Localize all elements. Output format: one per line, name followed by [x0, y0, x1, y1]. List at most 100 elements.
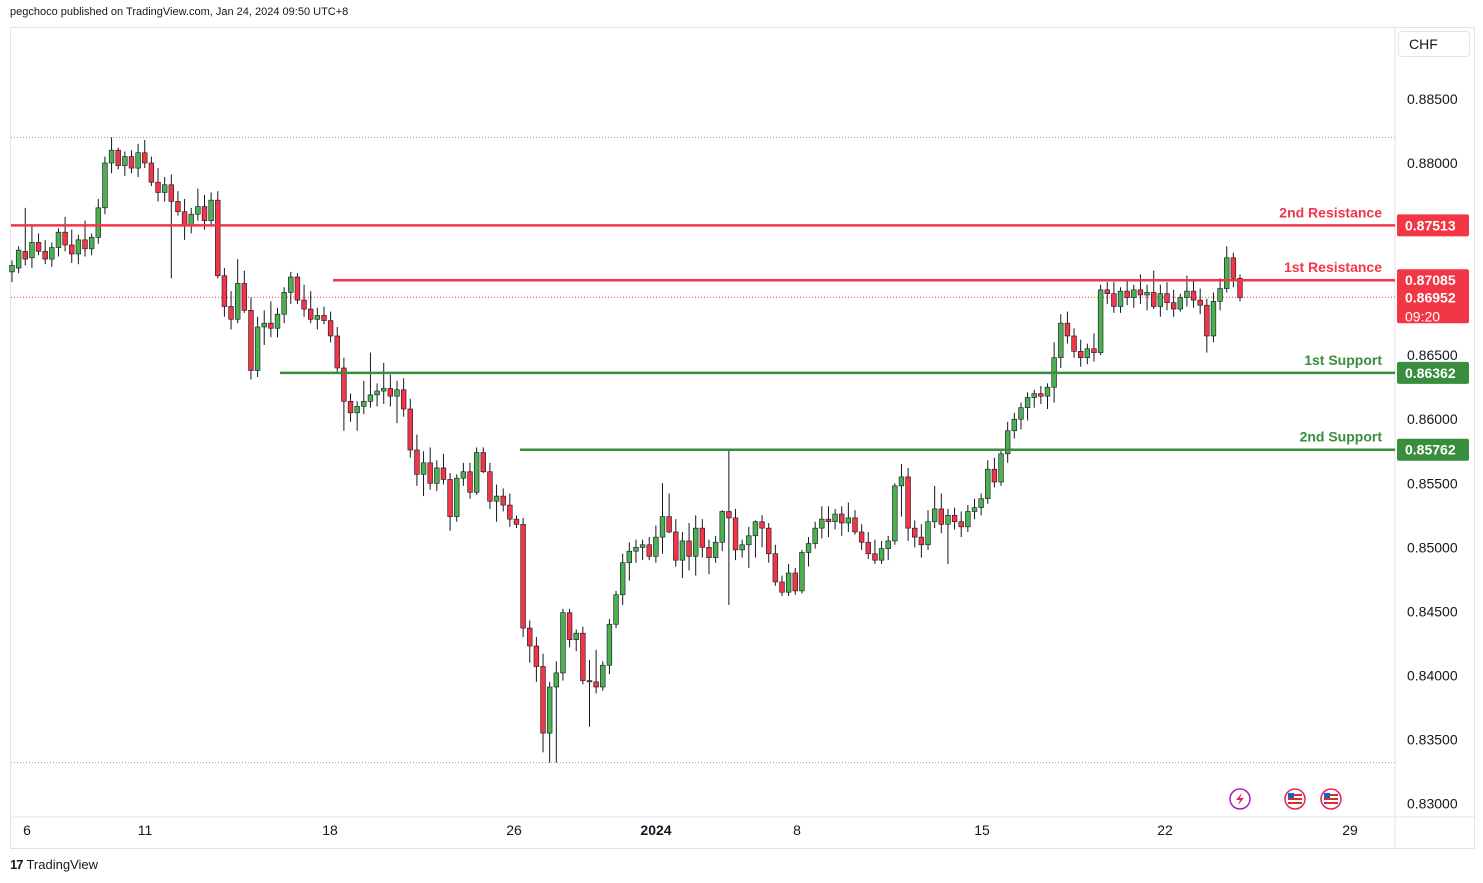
level-value: 0.87513	[1405, 217, 1456, 233]
candle	[493, 484, 500, 522]
lightning-event-icon[interactable]	[1229, 788, 1251, 810]
y-tick-label: 0.88000	[1407, 155, 1458, 171]
y-tick-label: 0.83500	[1407, 732, 1458, 748]
candle	[1011, 412, 1018, 439]
level-1st-resistance[interactable]: 1st Resistance 0.87085	[333, 259, 1469, 292]
candle	[467, 462, 473, 499]
candle	[639, 539, 646, 561]
level-2nd-resistance[interactable]: 2nd Resistance 0.87513	[11, 204, 1469, 237]
candle	[414, 434, 420, 486]
candle	[241, 270, 248, 313]
candle	[1064, 311, 1071, 344]
x-tick-label: 29	[1342, 822, 1358, 838]
candle	[659, 483, 666, 554]
candle	[248, 297, 254, 380]
candle	[1177, 293, 1183, 312]
candle	[785, 564, 792, 597]
candle	[334, 326, 340, 374]
x-tick-label: 11	[138, 822, 153, 838]
candle	[354, 401, 360, 431]
candle	[308, 291, 314, 324]
level-value: 0.86362	[1405, 365, 1456, 381]
candle	[732, 508, 739, 561]
level-1st-support[interactable]: 1st Support 0.86362	[280, 352, 1469, 384]
x-tick-label: 2024	[640, 822, 671, 838]
x-tick-label: 26	[506, 822, 522, 838]
candle	[400, 378, 407, 417]
candle	[865, 531, 871, 559]
candle	[878, 540, 885, 565]
candle	[593, 649, 599, 694]
x-tick-label: 15	[974, 822, 990, 838]
candle	[779, 575, 785, 597]
chart-frame	[10, 27, 1475, 849]
candle	[480, 447, 486, 474]
candle	[1104, 282, 1110, 304]
candle	[102, 156, 108, 215]
candle	[361, 380, 367, 415]
candle	[1137, 274, 1144, 304]
candle	[188, 207, 194, 234]
candle	[839, 506, 845, 536]
candle	[447, 473, 453, 531]
candle	[427, 447, 433, 490]
candle	[712, 535, 719, 563]
candle	[706, 539, 712, 575]
candle	[573, 629, 579, 652]
level-2nd-support[interactable]: 2nd Support 0.85762	[520, 429, 1469, 461]
candle	[407, 398, 413, 458]
candle	[766, 523, 772, 563]
candle	[931, 485, 938, 529]
candle	[254, 316, 261, 377]
candle	[666, 493, 672, 534]
candle	[1237, 274, 1243, 302]
candle	[29, 224, 35, 269]
candle	[1058, 314, 1064, 368]
candle	[520, 517, 526, 638]
candle	[1071, 328, 1077, 358]
candle	[726, 449, 732, 606]
candle	[75, 234, 82, 265]
candle	[1190, 279, 1197, 308]
candle	[991, 457, 998, 488]
candle	[1224, 246, 1230, 293]
candle	[566, 608, 573, 648]
candle	[805, 537, 812, 567]
candle	[1078, 339, 1084, 367]
candle	[600, 661, 606, 691]
candle	[1204, 298, 1210, 353]
levels: 2nd Resistance 0.87513 1st Resistance 0.870…	[11, 204, 1469, 461]
candle	[327, 311, 334, 343]
tradingview-logo[interactable]: 17 TradingView	[10, 857, 98, 872]
candle	[294, 273, 301, 304]
candle	[500, 488, 506, 512]
candle	[1131, 284, 1137, 308]
candle	[606, 619, 613, 675]
candle	[832, 508, 838, 530]
candle	[679, 531, 686, 579]
candle	[971, 498, 978, 520]
candle	[885, 535, 891, 561]
candle	[945, 508, 951, 565]
candle	[347, 393, 354, 422]
candle	[819, 506, 825, 539]
candle	[699, 519, 706, 558]
us-flag-event-icon[interactable]	[1284, 788, 1306, 810]
candle	[560, 608, 566, 681]
currency-selector[interactable]: CHF	[1398, 31, 1470, 57]
candle	[215, 191, 221, 279]
candle	[898, 464, 905, 517]
candle	[619, 553, 626, 606]
us-flag-event-icon[interactable]	[1320, 788, 1342, 810]
candle	[1230, 252, 1237, 288]
candle	[49, 242, 55, 267]
candle	[201, 195, 208, 230]
candle	[108, 137, 115, 174]
candle	[69, 229, 75, 263]
candle	[142, 139, 148, 169]
candle	[1038, 385, 1044, 404]
candle	[9, 260, 15, 283]
candle	[872, 539, 878, 565]
candle	[195, 188, 201, 221]
